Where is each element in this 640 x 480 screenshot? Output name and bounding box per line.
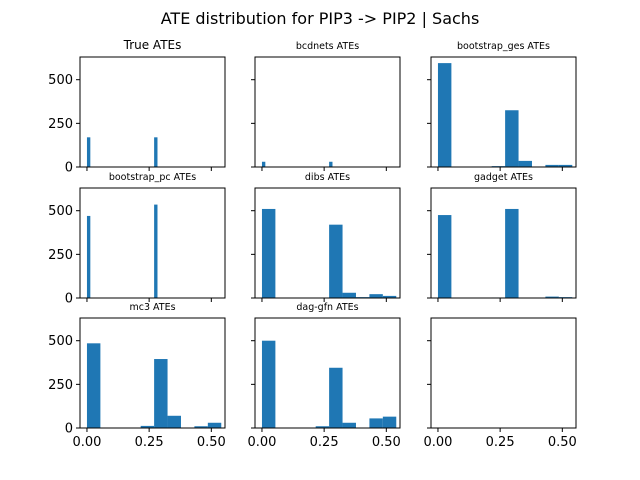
histogram-bar: [369, 294, 383, 298]
subplot-title: bootstrap_ges ATEs: [457, 41, 550, 52]
subplot-2: bcdnets ATEs: [251, 41, 401, 171]
subplot-6: gadget ATEs: [427, 172, 577, 302]
axes-frame: [254, 56, 401, 168]
y-tick-label: 0: [65, 161, 73, 176]
subplot-title: mc3 ATEs: [129, 302, 175, 313]
subplot-5: dibs ATEs: [251, 172, 401, 302]
axes-frame: [79, 56, 226, 168]
figure-title: ATE distribution for PIP3 -> PIP2 | Sach…: [161, 9, 480, 28]
histogram-bar: [369, 418, 383, 428]
histogram-bar: [154, 204, 158, 298]
axes-frame: [430, 187, 577, 299]
histogram-bar: [382, 416, 397, 428]
x-tick-label: 0.25: [486, 435, 515, 450]
histogram-bar: [261, 208, 276, 298]
y-tick-label: 500: [48, 334, 73, 349]
axes-frame: [254, 187, 401, 299]
histogram-bar: [261, 161, 266, 167]
subplot-title: bootstrap_pc ATEs: [109, 172, 196, 183]
subplot-1: 0 250 500 True ATEs: [48, 38, 226, 176]
y-tick-label: 250: [48, 378, 73, 393]
histogram-bar: [342, 292, 356, 298]
x-tick-label: 0.25: [135, 435, 164, 450]
x-tick-label: 0.00: [247, 435, 276, 450]
histogram-bar: [437, 63, 452, 167]
x-tick-label: 0.00: [72, 435, 101, 450]
histogram-bar: [329, 161, 333, 167]
histogram-bar: [154, 359, 168, 428]
y-tick-label: 500: [48, 204, 73, 219]
subplot-grid: 0 250 500 True ATEs bcdnets ATEs bootstrap_ge…: [48, 38, 577, 450]
histogram-bar: [86, 137, 91, 167]
histogram-bar: [545, 164, 559, 167]
histogram-bar: [140, 425, 155, 428]
histogram-bar: [329, 224, 343, 298]
subplot-9: 0.00 0.25 0.50: [423, 317, 577, 450]
subplot-title: dibs ATEs: [305, 172, 350, 183]
subplot-title: dag-gfn ATEs: [296, 302, 358, 313]
x-tick-label: 0.50: [197, 435, 226, 450]
axes-frame: [79, 317, 226, 429]
y-tick-label: 500: [48, 73, 73, 88]
histogram-bar: [505, 110, 519, 167]
histogram-bar: [558, 164, 573, 167]
axes-frame: [254, 317, 401, 429]
x-tick-label: 0.50: [548, 435, 577, 450]
histogram-bar: [261, 340, 276, 428]
subplot-title: bcdnets ATEs: [296, 41, 359, 52]
histogram-bar: [437, 215, 452, 298]
histogram-bar: [207, 422, 222, 428]
histogram-bar: [342, 422, 356, 428]
axes-frame: [430, 317, 577, 429]
subplot-4: 0 250 500 bootstrap_pc ATEs: [48, 172, 226, 307]
histogram-bar: [86, 343, 101, 428]
histogram-bar: [382, 295, 397, 298]
histogram-bar: [167, 415, 181, 428]
histogram-bar: [315, 426, 330, 428]
axes-frame: [79, 187, 226, 299]
histogram-bar: [518, 160, 532, 167]
subplot-title: True ATEs: [123, 38, 182, 52]
axes-frame: [430, 56, 577, 168]
subplot-title: gadget ATEs: [474, 172, 533, 183]
histogram-bar: [545, 296, 559, 298]
histogram-bar: [505, 208, 519, 298]
subplot-7: 0 250 500 0.00 0.25 0.50 mc3 ATEs: [48, 302, 226, 450]
x-tick-label: 0.50: [372, 435, 401, 450]
histogram-bar: [154, 137, 158, 167]
y-tick-label: 250: [48, 248, 73, 263]
x-tick-label: 0.00: [423, 435, 452, 450]
y-tick-label: 0: [65, 292, 73, 307]
subplot-8: 0.00 0.25 0.50 dag-gfn ATEs: [247, 302, 400, 450]
histogram-bar: [329, 367, 343, 428]
y-tick-label: 0: [65, 422, 73, 437]
subplot-3: bootstrap_ges ATEs: [427, 41, 577, 171]
y-tick-label: 250: [48, 117, 73, 132]
x-tick-label: 0.25: [310, 435, 339, 450]
histogram-bar: [194, 426, 208, 428]
histogram-bar: [86, 215, 91, 298]
